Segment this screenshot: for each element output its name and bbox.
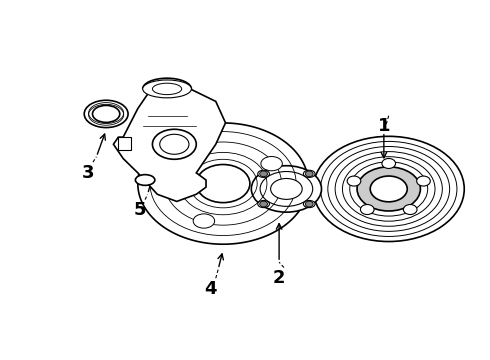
Text: 1: 1 <box>378 117 390 135</box>
Ellipse shape <box>152 129 196 159</box>
Text: 4: 4 <box>205 280 217 298</box>
Ellipse shape <box>135 175 155 185</box>
Polygon shape <box>114 87 225 202</box>
Ellipse shape <box>303 201 315 208</box>
Circle shape <box>260 171 268 177</box>
Circle shape <box>416 176 430 186</box>
Circle shape <box>305 171 313 177</box>
Circle shape <box>305 201 313 207</box>
Ellipse shape <box>313 136 464 242</box>
Ellipse shape <box>357 167 420 211</box>
Ellipse shape <box>193 214 215 228</box>
Text: 3: 3 <box>82 164 95 182</box>
Bar <box>118 137 130 150</box>
Ellipse shape <box>258 201 270 208</box>
Ellipse shape <box>370 176 407 202</box>
Ellipse shape <box>84 100 128 127</box>
Circle shape <box>361 204 374 215</box>
Ellipse shape <box>93 105 120 122</box>
Text: 2: 2 <box>273 269 285 287</box>
Circle shape <box>382 158 395 168</box>
Ellipse shape <box>270 179 302 199</box>
Ellipse shape <box>251 166 321 212</box>
Ellipse shape <box>196 165 250 203</box>
Circle shape <box>347 176 361 186</box>
Circle shape <box>403 204 417 215</box>
Ellipse shape <box>143 80 192 98</box>
Polygon shape <box>138 123 308 244</box>
Ellipse shape <box>258 170 270 177</box>
Ellipse shape <box>164 157 185 171</box>
Text: 5: 5 <box>134 201 147 219</box>
Ellipse shape <box>261 157 282 171</box>
Circle shape <box>260 201 268 207</box>
Ellipse shape <box>303 170 315 177</box>
